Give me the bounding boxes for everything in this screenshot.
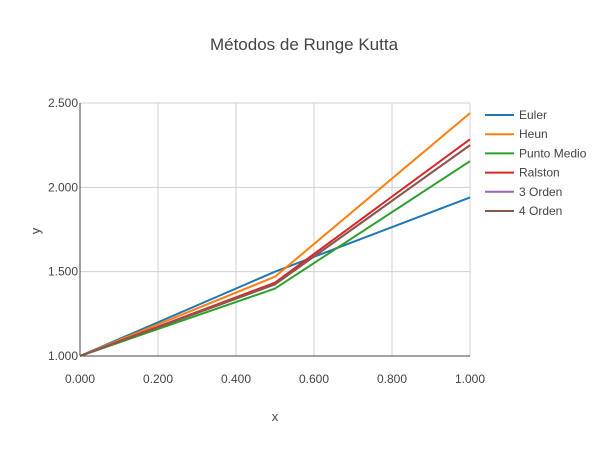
series-lines [79,112,471,357]
series-line-3-orden [79,144,471,357]
y-tick-label: 2.500 [48,96,78,110]
y-tick-label: 1.500 [48,265,78,279]
x-axis-title: x [272,409,279,424]
series-line-4-orden [79,144,471,357]
x-tick-label: 0.400 [221,372,251,386]
legend-label-ralston: Ralston [519,166,560,180]
x-tick-label: 0.600 [299,372,329,386]
y-tick-label: 1.000 [48,349,78,363]
grid [80,102,471,356]
x-tick-label: 1.000 [455,372,485,386]
series-line-euler [79,196,471,357]
legend-label-euler: Euler [519,108,547,122]
x-tick-label: 0.200 [143,372,173,386]
tick-labels: 0.000 0.200 0.400 0.600 0.800 1.000 1.000 1.500… [48,96,485,386]
axes [79,103,470,357]
legend-label-heun: Heun [519,127,548,141]
chart-title: Métodos de Runge Kutta [210,35,399,54]
legend-label-3-orden: 3 Orden [519,185,562,199]
y-axis-title: y [28,227,43,234]
series-line-ralston [79,138,471,357]
x-tick-label: 0.000 [65,372,95,386]
series-line-heun [79,112,471,357]
y-tick-label: 2.000 [48,180,78,194]
series-line-punto-medio [79,160,471,357]
legend: Euler Heun Punto Medio Ralston 3 Orden 4 Orde… [485,108,587,218]
legend-label-4-orden: 4 Orden [519,204,562,218]
x-tick-label: 0.800 [377,372,407,386]
legend-label-punto-medio: Punto Medio [519,146,587,160]
